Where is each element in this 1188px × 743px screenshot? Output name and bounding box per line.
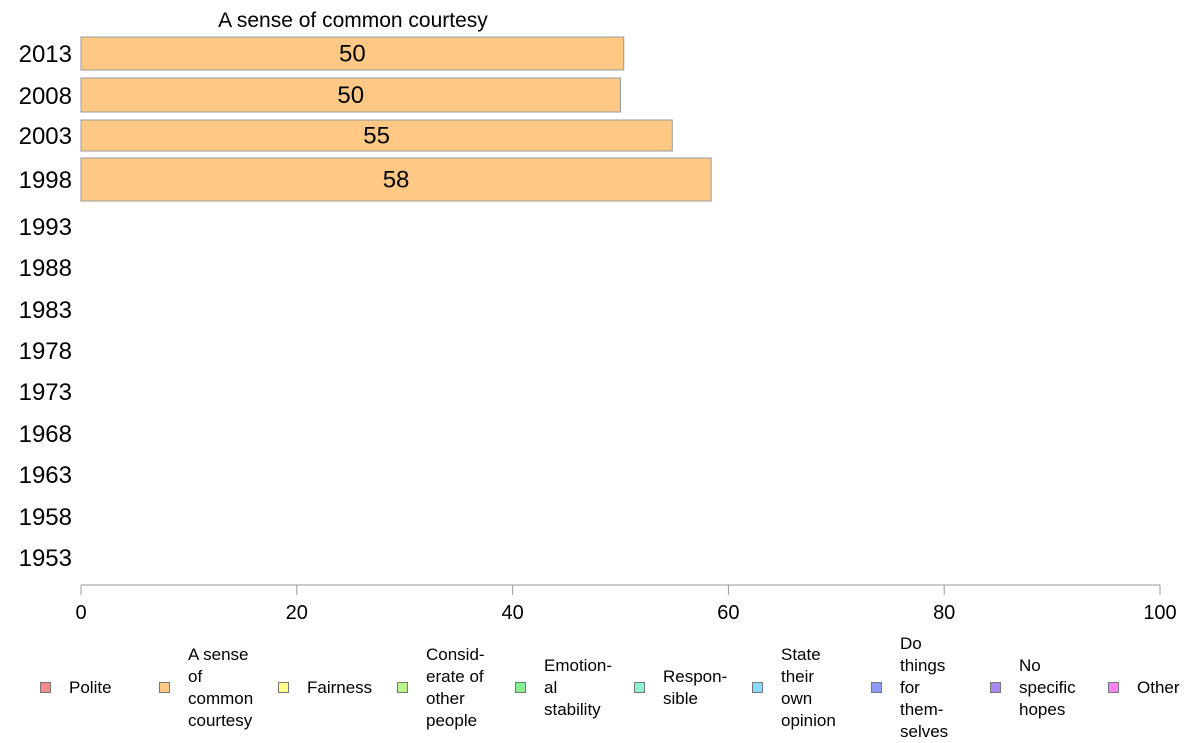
bar-value-label-1998: 58	[383, 167, 410, 194]
legend-swatch	[871, 681, 882, 693]
y-tick-label-2008: 2008	[19, 83, 72, 110]
legend-label: Do things for them- selves	[900, 634, 949, 741]
legend-item: Fairness	[278, 640, 372, 736]
bar-value-label-2008: 50	[337, 82, 364, 109]
legend-label: State their own opinion	[781, 645, 836, 730]
x-axis: 0 20 40 60 80 100	[75, 584, 1177, 624]
y-tick-label-1968: 1968	[19, 421, 72, 448]
y-tick-label-2013: 2013	[19, 41, 72, 68]
x-tick-label-40: 40	[501, 602, 523, 624]
x-tick-label-20: 20	[286, 602, 308, 624]
bar-value-label-2003: 55	[363, 123, 390, 150]
y-tick-label-1973: 1973	[19, 379, 72, 406]
legend-swatch	[278, 681, 289, 693]
legend-item: Polite	[40, 640, 112, 736]
bar-2003	[80, 119, 673, 152]
x-tick-label-60: 60	[717, 602, 739, 624]
bars-group: 50 50 55 58	[80, 36, 712, 202]
legend-label: Other	[1137, 678, 1180, 697]
y-tick-label-1993: 1993	[19, 214, 72, 241]
chart-title: A sense of common courtesy	[218, 9, 488, 32]
legend-swatch	[1108, 681, 1119, 693]
legend-item: A sense of common courtesy	[159, 640, 253, 736]
legend-label: Consid- erate of other people	[426, 645, 485, 730]
bar-value-label-2013: 50	[339, 41, 366, 68]
legend-swatch	[397, 681, 408, 693]
y-tick-label-1998: 1998	[19, 167, 72, 194]
y-tick-label-1983: 1983	[19, 297, 72, 324]
y-tick-label-1978: 1978	[19, 338, 72, 365]
bar-chart: A sense of common courtesy 50 50 55 58 2013…	[19, 9, 1177, 624]
legend-item: Consid- erate of other people	[397, 640, 485, 736]
legend-label: A sense of common courtesy	[188, 645, 254, 730]
legend-label: Emotion- al stability	[544, 656, 613, 719]
y-tick-label-2003: 2003	[19, 123, 72, 150]
legend-item: Do things for them- selves	[871, 634, 948, 741]
legend-swatch	[990, 681, 1001, 693]
legend-item: Other	[1108, 640, 1180, 736]
legend-swatch	[159, 681, 170, 693]
legend-label: Polite	[69, 678, 112, 697]
bar-2013	[80, 36, 625, 71]
y-tick-label-1988: 1988	[19, 255, 72, 282]
legend-swatch	[752, 681, 763, 693]
legend-label: No specific hopes	[1019, 656, 1076, 719]
x-tick-label-0: 0	[75, 602, 86, 624]
y-tick-label-1953: 1953	[19, 545, 72, 572]
y-axis-labels: 2013 2008 2003 1998 1993 1988 1983 1978 1973 1968…	[19, 41, 72, 572]
legend-swatch	[515, 681, 526, 693]
bar-2008	[80, 77, 621, 113]
legend-label: Respon- sible	[663, 667, 728, 708]
bar-1998	[80, 157, 712, 202]
legend-label: Fairness	[307, 678, 373, 697]
x-tick-label-80: 80	[933, 602, 955, 624]
legend-item: No specific hopes	[990, 640, 1076, 736]
legend: Polite A sense of common courtesy Fairness…	[0, 634, 1188, 741]
legend-item: State their own opinion	[752, 640, 836, 736]
y-tick-label-1963: 1963	[19, 462, 72, 489]
y-tick-label-1958: 1958	[19, 504, 72, 531]
legend-item: Emotion- al stability	[515, 640, 612, 736]
legend-swatch	[40, 681, 51, 693]
legend-swatch	[634, 681, 645, 693]
x-tick-label-100: 100	[1143, 602, 1176, 624]
legend-item: Respon- sible	[634, 640, 727, 736]
